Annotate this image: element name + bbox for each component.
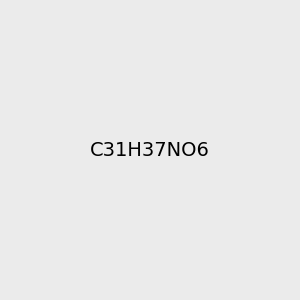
Text: C31H37NO6: C31H37NO6 (90, 140, 210, 160)
